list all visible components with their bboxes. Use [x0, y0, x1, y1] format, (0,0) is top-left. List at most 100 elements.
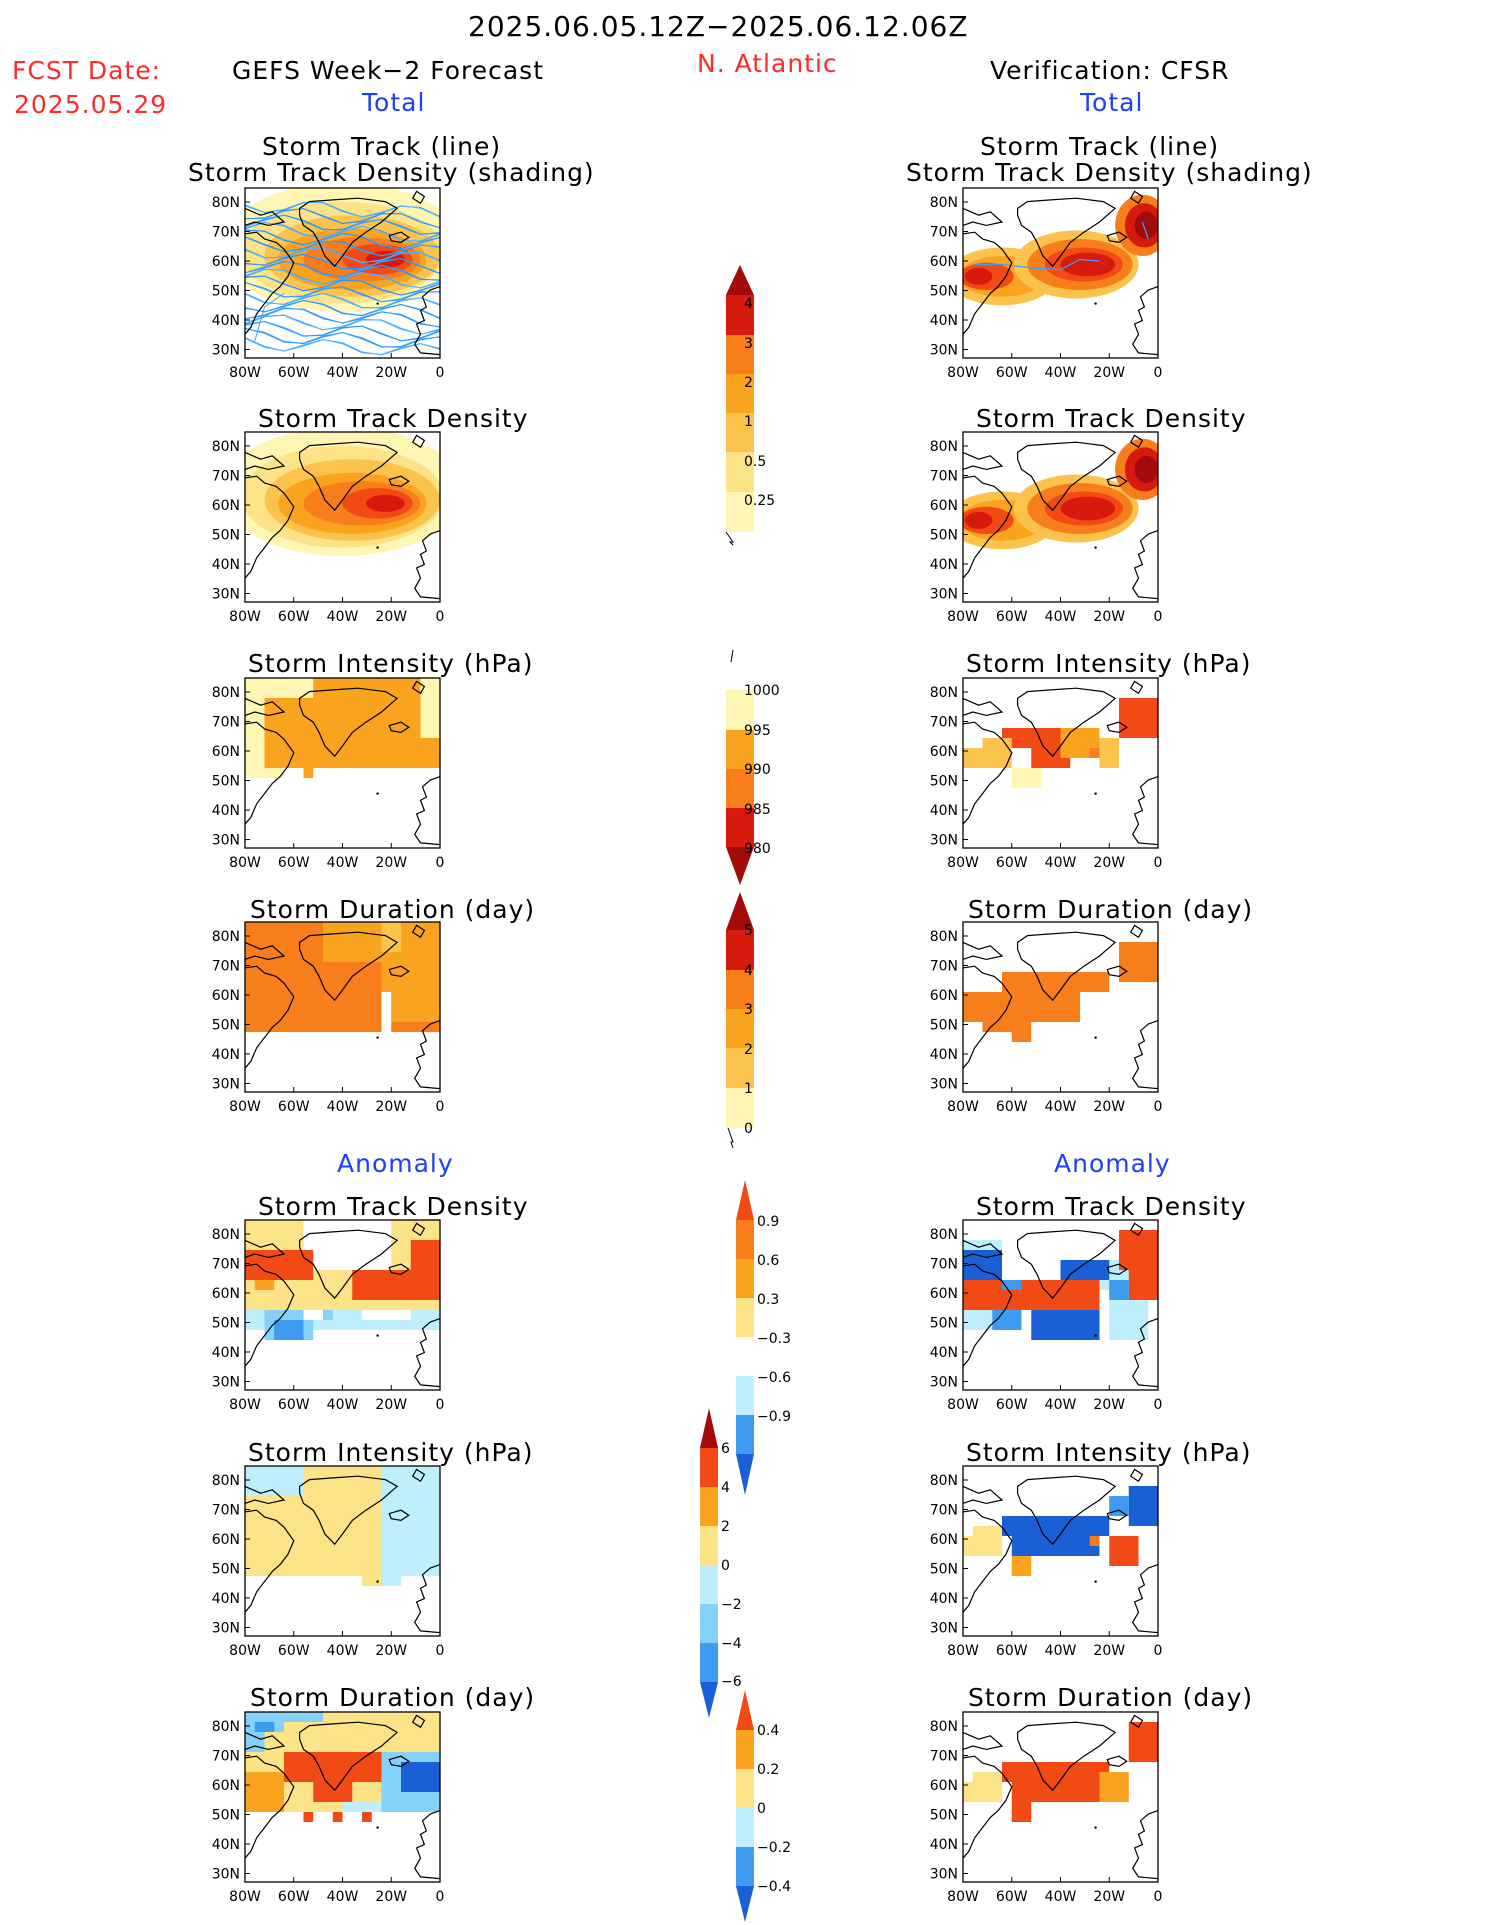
lat-label: 50N — [212, 1808, 240, 1824]
colorbar-anomaly-duration: 0.4 0.2 0 −0.2 −0.4 — [736, 1690, 791, 1922]
colorbar-tick: 1 — [744, 414, 753, 430]
lon-label: 0 — [436, 1643, 445, 1659]
coastline — [1017, 931, 1117, 1002]
island — [376, 1580, 379, 1583]
storm-track-line — [1141, 221, 1149, 240]
lat-label: 40N — [930, 1047, 958, 1063]
lon-label: 0 — [1154, 1889, 1163, 1905]
density-shading — [1134, 211, 1158, 239]
coastline — [1131, 1020, 1159, 1090]
coastline — [388, 721, 410, 734]
grid-cell — [332, 1812, 343, 1822]
grid-cell — [1089, 1536, 1100, 1546]
colorbar-anomaly-intensity: 6 4 2 0 −2 −4 −6 — [700, 1408, 742, 1718]
lat-label: 60N — [212, 1532, 240, 1548]
coastline — [388, 1509, 410, 1522]
lon-label: 0 — [1154, 365, 1163, 381]
lon-label: 60W — [278, 1643, 310, 1659]
lat-label: 60N — [212, 744, 240, 760]
panel-title: Storm Duration (day) — [250, 1683, 536, 1712]
lat-label: 60N — [930, 1778, 958, 1794]
lat-label: 30N — [930, 1621, 958, 1637]
lat-label: 80N — [930, 685, 958, 701]
colorbar-tick: 990 — [744, 762, 771, 778]
lon-label: 60W — [278, 609, 310, 625]
coastline — [299, 1229, 399, 1300]
coastline — [962, 451, 1004, 471]
island — [1094, 792, 1097, 795]
lon-label: 40W — [1045, 609, 1077, 625]
colorbar-tick: 3 — [744, 1002, 753, 1018]
coastline — [1017, 1721, 1117, 1792]
coastline — [413, 286, 441, 356]
grid-cell — [264, 768, 284, 778]
lat-label: 30N — [930, 1375, 958, 1391]
map-panel: 80N 70N 60N 50N 40N 30N 80W 60W 40W 20W 0 — [212, 431, 445, 625]
coastline — [962, 965, 1013, 1069]
colorbar-tick: 2 — [744, 1042, 753, 1058]
lon-label: 60W — [278, 365, 310, 381]
coastline — [1106, 1509, 1128, 1522]
lon-label: 20W — [375, 1889, 407, 1905]
grid-cell — [313, 1782, 353, 1802]
total-left: Total — [362, 88, 426, 117]
storm-track-line — [245, 275, 440, 296]
coastline — [1106, 965, 1128, 978]
coastline — [411, 434, 426, 449]
coastline — [962, 1239, 1004, 1259]
coastline — [1129, 680, 1144, 695]
panel-title: Storm Track Density — [258, 404, 529, 433]
lat-label: 50N — [212, 1562, 240, 1578]
lon-label: 60W — [996, 1397, 1028, 1413]
lat-label: 40N — [212, 313, 240, 329]
lon-label: 80W — [229, 1889, 261, 1905]
lat-label: 70N — [930, 1749, 958, 1765]
coastline — [1129, 1468, 1144, 1483]
colorbar-tick: 0.2 — [757, 1762, 779, 1778]
coastline — [1129, 1222, 1144, 1237]
lat-label: 80N — [212, 929, 240, 945]
grid-cell — [1089, 748, 1100, 758]
island — [1094, 1334, 1097, 1337]
panel-title: Storm Intensity (hPa) — [966, 649, 1252, 678]
density-shading — [964, 511, 993, 529]
storm-track-line — [245, 281, 440, 303]
coastline — [1131, 1810, 1159, 1880]
coastline — [244, 697, 286, 717]
grid-cell — [963, 992, 1080, 1022]
colorbar-duration: 5 4 3 2 1 0 — [726, 892, 754, 1149]
storm-track-line — [245, 292, 440, 309]
grid-cell — [1002, 728, 1061, 748]
lon-label: 60W — [996, 1889, 1028, 1905]
lat-label: 40N — [930, 557, 958, 573]
lon-label: 40W — [327, 365, 359, 381]
grid-cell — [245, 678, 314, 698]
grid-cell — [303, 1220, 392, 1270]
grid-cell — [391, 992, 440, 1022]
colorbar-tick: 985 — [744, 802, 771, 818]
coastline — [962, 207, 1004, 227]
lat-label: 60N — [212, 254, 240, 270]
storm-track-line — [245, 327, 440, 348]
lat-label: 40N — [212, 1047, 240, 1063]
panel-title: Storm Duration (day) — [968, 895, 1254, 924]
map-panel: 80N 70N 60N 50N 40N 30N 80W 60W 40W 20W 0 — [930, 431, 1162, 625]
lat-label: 60N — [930, 498, 958, 514]
colorbar-tick: −0.9 — [757, 1409, 791, 1425]
coastline — [1017, 197, 1117, 268]
lon-label: 40W — [1045, 855, 1077, 871]
grid-cell — [1109, 1536, 1139, 1566]
grid-cell — [1119, 942, 1158, 982]
colorbar-tick: 3 — [744, 336, 753, 352]
anomaly-right: Anomaly — [1054, 1149, 1171, 1178]
grid-cell — [1060, 1260, 1110, 1280]
lon-label: 80W — [229, 1643, 261, 1659]
coastline — [1017, 687, 1117, 758]
colorbar-tick: 0.4 — [757, 1723, 779, 1739]
lon-label: 0 — [436, 609, 445, 625]
grid-cell — [1002, 1516, 1110, 1536]
coastline — [962, 697, 1004, 717]
colorbar-tick: −6 — [721, 1674, 742, 1690]
island — [1094, 1826, 1097, 1829]
lat-label: 50N — [212, 284, 240, 300]
